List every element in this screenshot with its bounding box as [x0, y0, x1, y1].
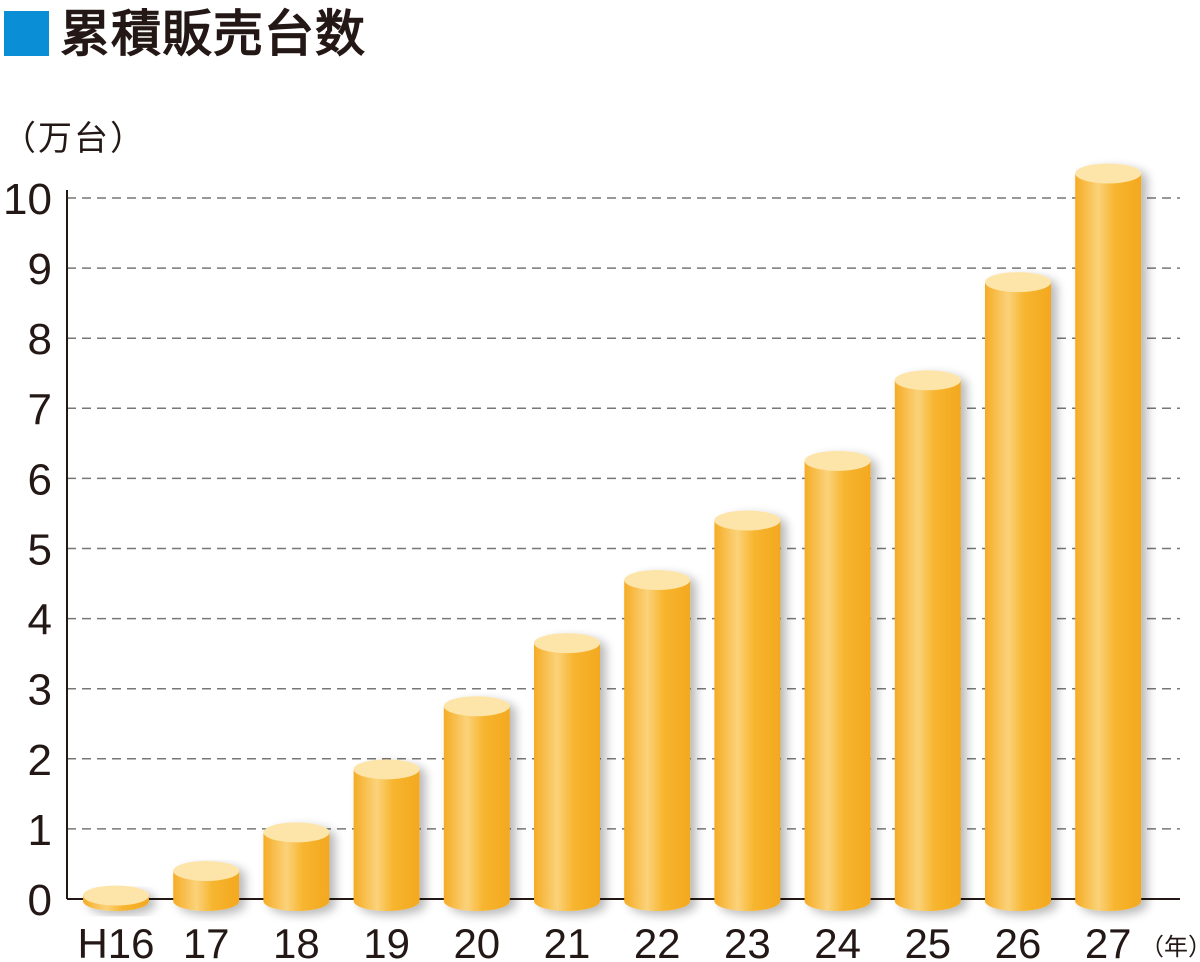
bar — [714, 510, 781, 911]
bar-body — [624, 580, 691, 911]
bar-body — [443, 706, 510, 911]
x-tick-labels: H16 17 18 19 20 21 22 23 24 25 26 27 — [77, 920, 1131, 962]
bar — [263, 822, 330, 911]
bar — [985, 272, 1051, 911]
bar — [1075, 163, 1142, 912]
y-tick-label: 0 — [28, 876, 52, 925]
x-tick-label: 23 — [724, 920, 771, 962]
bar — [894, 370, 961, 911]
bar-body — [534, 643, 600, 911]
bar-cap — [985, 272, 1051, 293]
y-tick-label: 3 — [28, 666, 52, 715]
bar-body — [173, 870, 240, 911]
bar-cap — [83, 885, 149, 906]
bar — [83, 885, 149, 911]
y-tick-label: 2 — [28, 736, 52, 785]
bar-body — [985, 282, 1051, 911]
x-tick-label: 17 — [183, 920, 230, 962]
x-tick-label: H16 — [77, 920, 154, 962]
y-tick-label: 9 — [28, 245, 52, 294]
bar-cap — [894, 370, 961, 391]
bar — [534, 633, 600, 911]
bar — [804, 450, 871, 911]
bar-cap — [1075, 163, 1142, 184]
bar — [353, 759, 420, 911]
y-tick-label: 4 — [28, 596, 52, 645]
x-tick-label: 26 — [995, 920, 1042, 962]
y-tick-label: 6 — [28, 455, 52, 504]
y-tick-labels: 0 1 2 3 4 5 6 7 8 9 10 — [3, 175, 52, 925]
bar — [624, 570, 691, 911]
grid-lines — [67, 197, 1180, 830]
x-tick-label: 24 — [814, 920, 861, 962]
x-tick-label: 21 — [544, 920, 591, 962]
bar-cap — [173, 860, 240, 881]
bar-cap — [443, 696, 510, 717]
y-tick-label: 8 — [28, 315, 52, 364]
bar-cap — [624, 570, 691, 591]
x-tick-label: 27 — [1085, 920, 1132, 962]
bars — [83, 163, 1142, 912]
bar-cap — [534, 633, 600, 654]
x-axis-unit-label: （年） — [1140, 934, 1200, 961]
bar-body — [804, 460, 871, 911]
x-tick-label: 22 — [634, 920, 681, 962]
bar — [443, 696, 510, 911]
bar-body — [353, 769, 420, 911]
bar-body — [263, 832, 330, 911]
bar-body — [714, 520, 781, 911]
x-tick-label: 20 — [453, 920, 500, 962]
bar-cap — [804, 450, 871, 471]
y-tick-label: 10 — [3, 175, 52, 224]
bar-cap — [353, 759, 420, 780]
y-tick-label: 5 — [28, 526, 52, 575]
bar — [173, 860, 240, 911]
bar-cap — [263, 822, 330, 843]
x-tick-label: 18 — [273, 920, 320, 962]
y-tick-label: 7 — [28, 385, 52, 434]
bar-cap — [714, 510, 781, 531]
x-tick-label: 25 — [904, 920, 951, 962]
chart-title: 累積販売台数 — [60, 5, 366, 63]
y-tick-label: 1 — [28, 806, 52, 855]
y-axis-unit-label: （万台） — [2, 119, 146, 159]
x-tick-label: 19 — [363, 920, 410, 962]
bar-body — [894, 380, 961, 911]
bar-body — [1075, 173, 1142, 912]
title-marker — [4, 11, 49, 56]
